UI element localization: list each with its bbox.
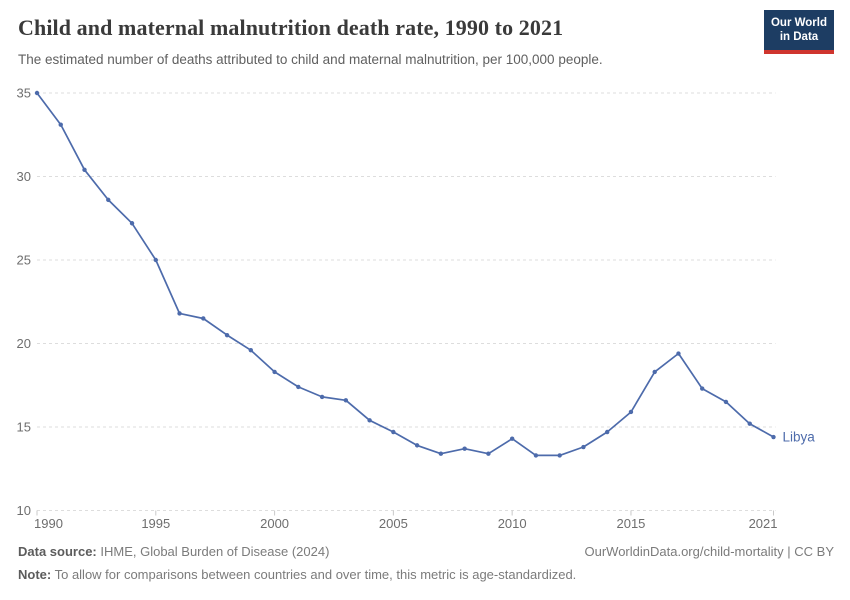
y-axis-label-15: 15 — [17, 420, 31, 435]
data-point-2021[interactable] — [771, 434, 776, 440]
data-point-2009[interactable] — [486, 451, 491, 456]
data-point-2004[interactable] — [367, 418, 372, 423]
page-title: Child and maternal malnutrition death ra… — [18, 15, 564, 40]
series-line-libya[interactable] — [36, 92, 774, 457]
data-point-1993[interactable] — [106, 197, 111, 203]
data-point-2020[interactable] — [747, 421, 752, 426]
data-point-2019[interactable] — [723, 399, 729, 405]
x-axis-label-2005: 2005 — [379, 516, 408, 531]
data-point-2017[interactable] — [676, 351, 681, 356]
data-point-1990[interactable] — [34, 90, 40, 96]
data-point-2008[interactable] — [462, 446, 467, 451]
data-point-2014[interactable] — [604, 429, 610, 435]
data-point-2012[interactable] — [557, 453, 562, 458]
data-point-1996[interactable] — [177, 311, 182, 316]
chart-footer: Data source: IHME, Global Burden of Dise… — [18, 544, 834, 582]
data-point-2006[interactable] — [414, 443, 420, 448]
data-point-2000[interactable] — [272, 369, 277, 375]
x-axis-label-1995: 1995 — [141, 516, 170, 531]
data-point-2007[interactable] — [438, 451, 444, 456]
data-point-1992[interactable] — [82, 167, 87, 173]
note-line: Note: To allow for comparisons between c… — [18, 567, 576, 582]
data-source-label: Data source: — [18, 544, 97, 559]
x-axis-label-2021: 2021 — [749, 516, 778, 531]
data-point-2013[interactable] — [581, 444, 586, 450]
x-axis-label-2015: 2015 — [616, 516, 645, 531]
owid-logo-line1: Our World — [770, 17, 827, 29]
x-axis-label-2010: 2010 — [498, 516, 527, 531]
owid-logo[interactable]: Our World in Data — [764, 10, 834, 54]
data-point-2003[interactable] — [343, 398, 349, 403]
data-point-2015[interactable] — [628, 409, 634, 415]
data-point-2010[interactable] — [509, 436, 515, 441]
data-point-1999[interactable] — [248, 347, 254, 353]
y-axis-label-30: 30 — [17, 169, 31, 184]
series-end-label-libya[interactable]: Libya — [783, 430, 816, 445]
y-axis-label-25: 25 — [17, 253, 31, 268]
chart-subtitle: The estimated number of deaths attribute… — [18, 52, 603, 67]
data-point-2005[interactable] — [391, 429, 396, 435]
data-point-2016[interactable] — [652, 369, 657, 375]
note-text: To allow for comparisons between countri… — [51, 567, 577, 582]
data-point-1994[interactable] — [129, 221, 135, 226]
line-chart-plot[interactable]: 10 15 20 25 30 35 1990 1995 2000 2005 2010 2015 2021… — [0, 80, 850, 540]
data-point-1997[interactable] — [201, 316, 206, 321]
y-axis-label-20: 20 — [17, 336, 31, 351]
owid-logo-line2: in Data — [779, 31, 819, 44]
data-source-text: IHME, Global Burden of Disease (2024) — [96, 544, 330, 559]
note-label: Note: — [18, 567, 52, 582]
license-link[interactable]: OurWorldinData.org/child-mortality | CC … — [584, 544, 835, 559]
data-point-1995[interactable] — [153, 257, 158, 263]
data-point-2018[interactable] — [700, 386, 705, 391]
x-axis-label-1990: 1990 — [34, 516, 63, 531]
data-point-1998[interactable] — [224, 332, 230, 338]
data-point-2002[interactable] — [319, 394, 325, 400]
data-point-2001[interactable] — [296, 384, 301, 390]
data-source-line: Data source: IHME, Global Burden of Dise… — [18, 544, 329, 559]
x-axis-label-2000: 2000 — [260, 516, 289, 531]
y-axis-label-35: 35 — [17, 86, 31, 101]
data-point-2011[interactable] — [533, 453, 539, 458]
y-axis-label-10: 10 — [17, 503, 31, 518]
data-point-1991[interactable] — [58, 122, 63, 127]
